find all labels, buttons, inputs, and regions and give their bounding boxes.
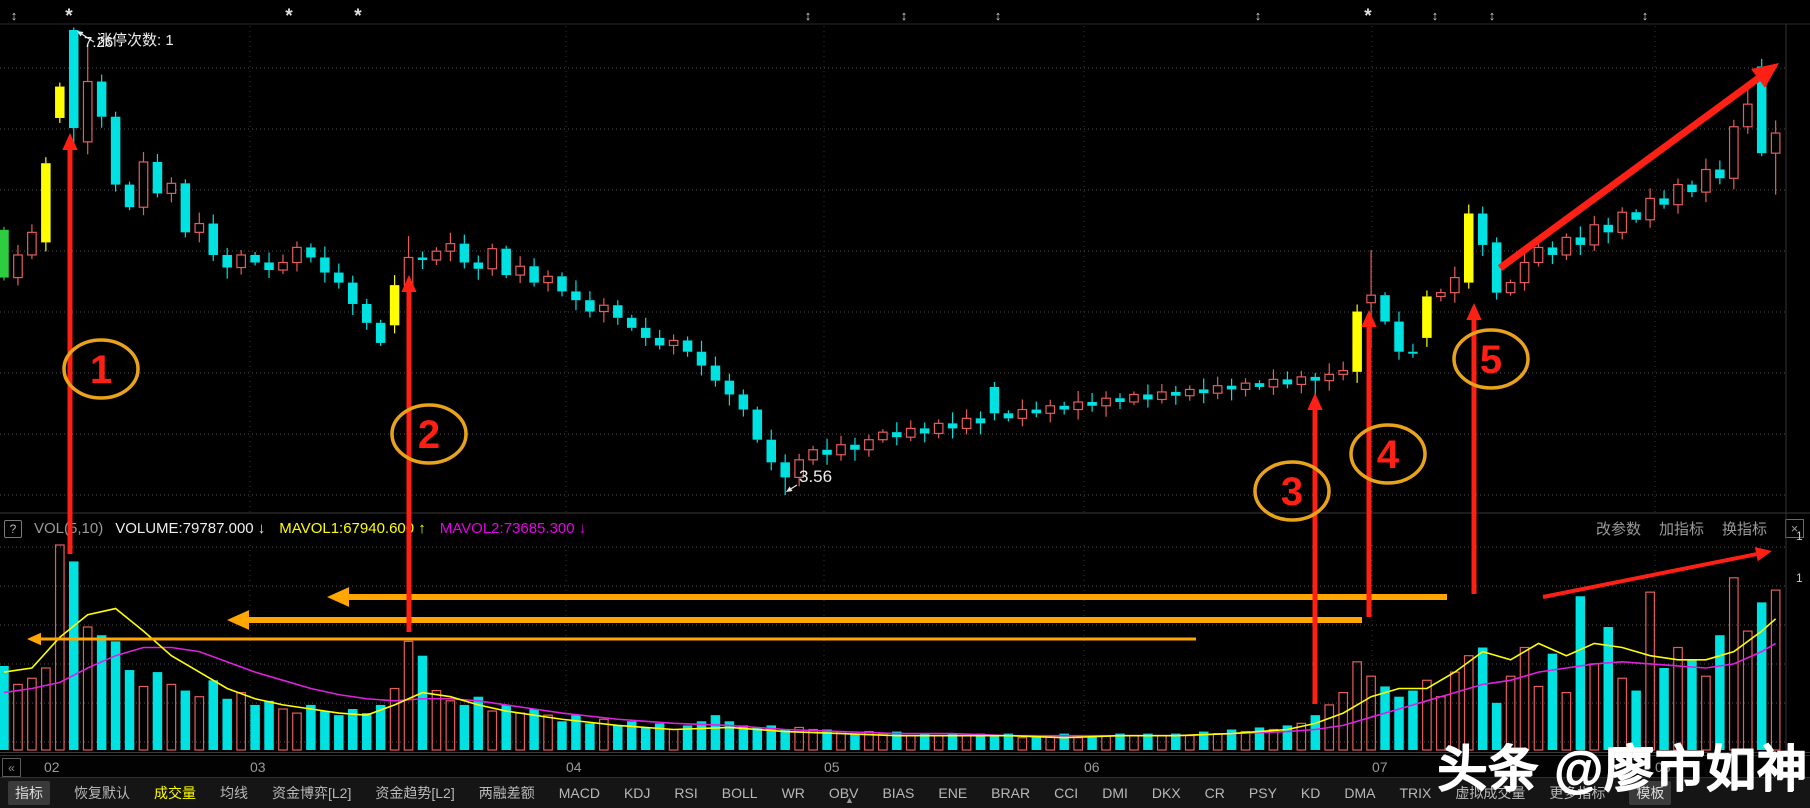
- toolbar-item-KD[interactable]: KD: [1300, 785, 1321, 801]
- number-circle-4: 4: [1349, 423, 1427, 485]
- svg-text:2: 2: [418, 413, 440, 457]
- updown-marker-icon: ↕: [805, 8, 812, 23]
- vol-field-1: MAVOL1:67940.600 ↑: [279, 520, 426, 537]
- indicator-name[interactable]: VOL(5,10): [34, 520, 104, 537]
- month-label-08: 08: [1655, 759, 1671, 775]
- clipped-axis-digit-1: 1: [1796, 571, 1803, 585]
- watermark: 头条 @廖市如神: [1437, 741, 1808, 797]
- toolbar-item-更多指标[interactable]: 更多指标: [1549, 785, 1606, 801]
- candlestick-volume-chart[interactable]: ↕ * * * ↕ ↕ ↕ ↕ * ↕ ↕ ↕ 1 2 3 4 5: [0, 0, 1810, 755]
- updown-marker-icon: ↕: [901, 8, 908, 23]
- header-button-0[interactable]: 改参数: [1595, 521, 1641, 538]
- month-label-06: 06: [1084, 759, 1100, 775]
- svg-text:5: 5: [1480, 338, 1502, 382]
- red-up-arrow: [1466, 303, 1482, 594]
- toolbar-item-恢复默认[interactable]: 恢复默认: [74, 785, 130, 801]
- gridlines: [0, 26, 1786, 750]
- month-label-02: 02: [44, 759, 60, 775]
- toolbar-item-ENE[interactable]: ENE: [938, 785, 968, 801]
- toolbar-item-TRIX[interactable]: TRIX: [1399, 785, 1432, 801]
- toolbar-item-CCI[interactable]: CCI: [1054, 785, 1079, 801]
- svg-text:3: 3: [1281, 470, 1303, 514]
- x-axis-row: « 02 03 04 05 06 07 08: [0, 755, 1810, 778]
- flower-marker-icon: *: [1364, 6, 1372, 27]
- month-label-05: 05: [824, 759, 840, 775]
- toolbar-item-CR[interactable]: CR: [1204, 785, 1225, 801]
- toolbar-item-BOLL[interactable]: BOLL: [721, 785, 758, 801]
- low-pointer-arrow: [786, 484, 798, 492]
- flower-marker-icon: *: [285, 6, 293, 27]
- toolbar-item-均线[interactable]: 均线: [220, 785, 248, 801]
- number-circle-2: 2: [390, 403, 468, 465]
- toolbar-item-资金趋势[L2][interactable]: 资金趋势[L2]: [375, 785, 455, 801]
- toolbar-item-WR[interactable]: WR: [781, 785, 805, 801]
- red-trend-arrow: [1497, 63, 1779, 271]
- indicator-actions: 改参数 加指标 换指标 ×: [1596, 518, 1810, 539]
- volume-bars: [0, 544, 1781, 751]
- updown-marker-icon: ↕: [1432, 8, 1439, 23]
- pane-borders: [0, 23, 1810, 753]
- annotations: 1 2 3 4 5: [27, 31, 1779, 704]
- updown-marker-icon: ↕: [11, 8, 18, 23]
- toolbar-item-资金博弈[L2][interactable]: 资金博弈[L2]: [272, 785, 352, 801]
- month-label-07: 07: [1372, 759, 1388, 775]
- indicator-values: VOLUME:79787.000 ↓ MAVOL1:67940.600 ↑ MAVO…: [115, 520, 586, 537]
- svg-text:4: 4: [1377, 433, 1400, 477]
- vol-field-2: MAVOL2:73685.300 ↓: [439, 520, 587, 537]
- clipped-axis-digit-0: 1: [1796, 529, 1803, 543]
- toolbar-item-成交量[interactable]: 成交量: [154, 785, 196, 801]
- month-label-03: 03: [250, 759, 266, 775]
- month-label-04: 04: [566, 759, 582, 775]
- toolbar-item-MACD[interactable]: MACD: [558, 785, 600, 801]
- updown-marker-icon: ↕: [1255, 8, 1262, 23]
- help-icon[interactable]: ?: [4, 519, 22, 538]
- toolbar-item-BIAS[interactable]: BIAS: [882, 785, 915, 801]
- mavol-line: [3, 642, 1777, 737]
- toolbar-item-OBV[interactable]: OBV: [828, 785, 859, 801]
- orange-left-arrow: [227, 610, 1362, 630]
- orange-left-arrow: [27, 632, 1196, 646]
- red-up-arrow: [62, 133, 78, 554]
- flower-marker-icon: *: [354, 6, 362, 27]
- toolbar-item-PSY[interactable]: PSY: [1248, 785, 1277, 801]
- number-circle-5: 5: [1452, 328, 1530, 390]
- svg-text:1: 1: [90, 348, 112, 392]
- low-price-label: 3.56: [799, 467, 833, 486]
- mavol-line: [3, 607, 1777, 739]
- red-up-arrow: [1307, 393, 1323, 704]
- indicator-toolbar: 指标 恢复默认 成交量 均线 资金博弈[L2] 资金趋势[L2] 两融差额 MACD KDJ RS…: [0, 778, 1810, 808]
- red-trend-arrow: [1542, 547, 1772, 599]
- header-button-1[interactable]: 加指标: [1658, 521, 1704, 538]
- number-circle-3: 3: [1253, 460, 1331, 522]
- header-button-2[interactable]: 换指标: [1721, 521, 1767, 538]
- toolbar-item-虚拟成交量[interactable]: 虚拟成交量: [1455, 785, 1526, 801]
- updown-marker-icon: ↕: [995, 8, 1002, 23]
- flower-marker-icon: *: [65, 6, 73, 27]
- toolbar-item-DKX[interactable]: DKX: [1151, 785, 1181, 801]
- red-up-arrow: [401, 275, 417, 632]
- volume-indicator-header: ? VOL(5,10) VOLUME:79787.000 ↓ MAVOL1:679…: [0, 513, 1810, 544]
- toolbar-item-KDJ[interactable]: KDJ: [623, 785, 651, 801]
- toolbar-item-DMA[interactable]: DMA: [1344, 785, 1376, 801]
- toolbar-item-BRAR[interactable]: BRAR: [991, 785, 1031, 801]
- toolbar-item-RSI[interactable]: RSI: [674, 785, 698, 801]
- vol-field-0: VOLUME:79787.000 ↓: [115, 520, 266, 537]
- toolbar-item-模板[interactable]: 模板: [1629, 781, 1672, 805]
- candles: [0, 27, 1781, 495]
- toolbar-item-DMI[interactable]: DMI: [1102, 785, 1128, 801]
- limit-up-count-tooltip: 涨停次数: 1: [97, 32, 174, 49]
- toolbar-item-两融差额[interactable]: 两融差额: [478, 785, 535, 801]
- updown-marker-icon: ↕: [1642, 8, 1649, 23]
- scroll-left-icon[interactable]: «: [2, 758, 21, 777]
- orange-left-arrow: [327, 587, 1447, 607]
- red-up-arrow: [1361, 310, 1377, 617]
- number-circle-1: 1: [62, 338, 140, 400]
- updown-marker-icon: ↕: [1489, 8, 1496, 23]
- event-markers: ↕ * * * ↕ ↕ ↕ ↕ * ↕ ↕ ↕: [11, 6, 1649, 27]
- toolbar-item-指标[interactable]: 指标: [8, 781, 50, 805]
- panel-expand-icon[interactable]: ▲: [845, 795, 854, 805]
